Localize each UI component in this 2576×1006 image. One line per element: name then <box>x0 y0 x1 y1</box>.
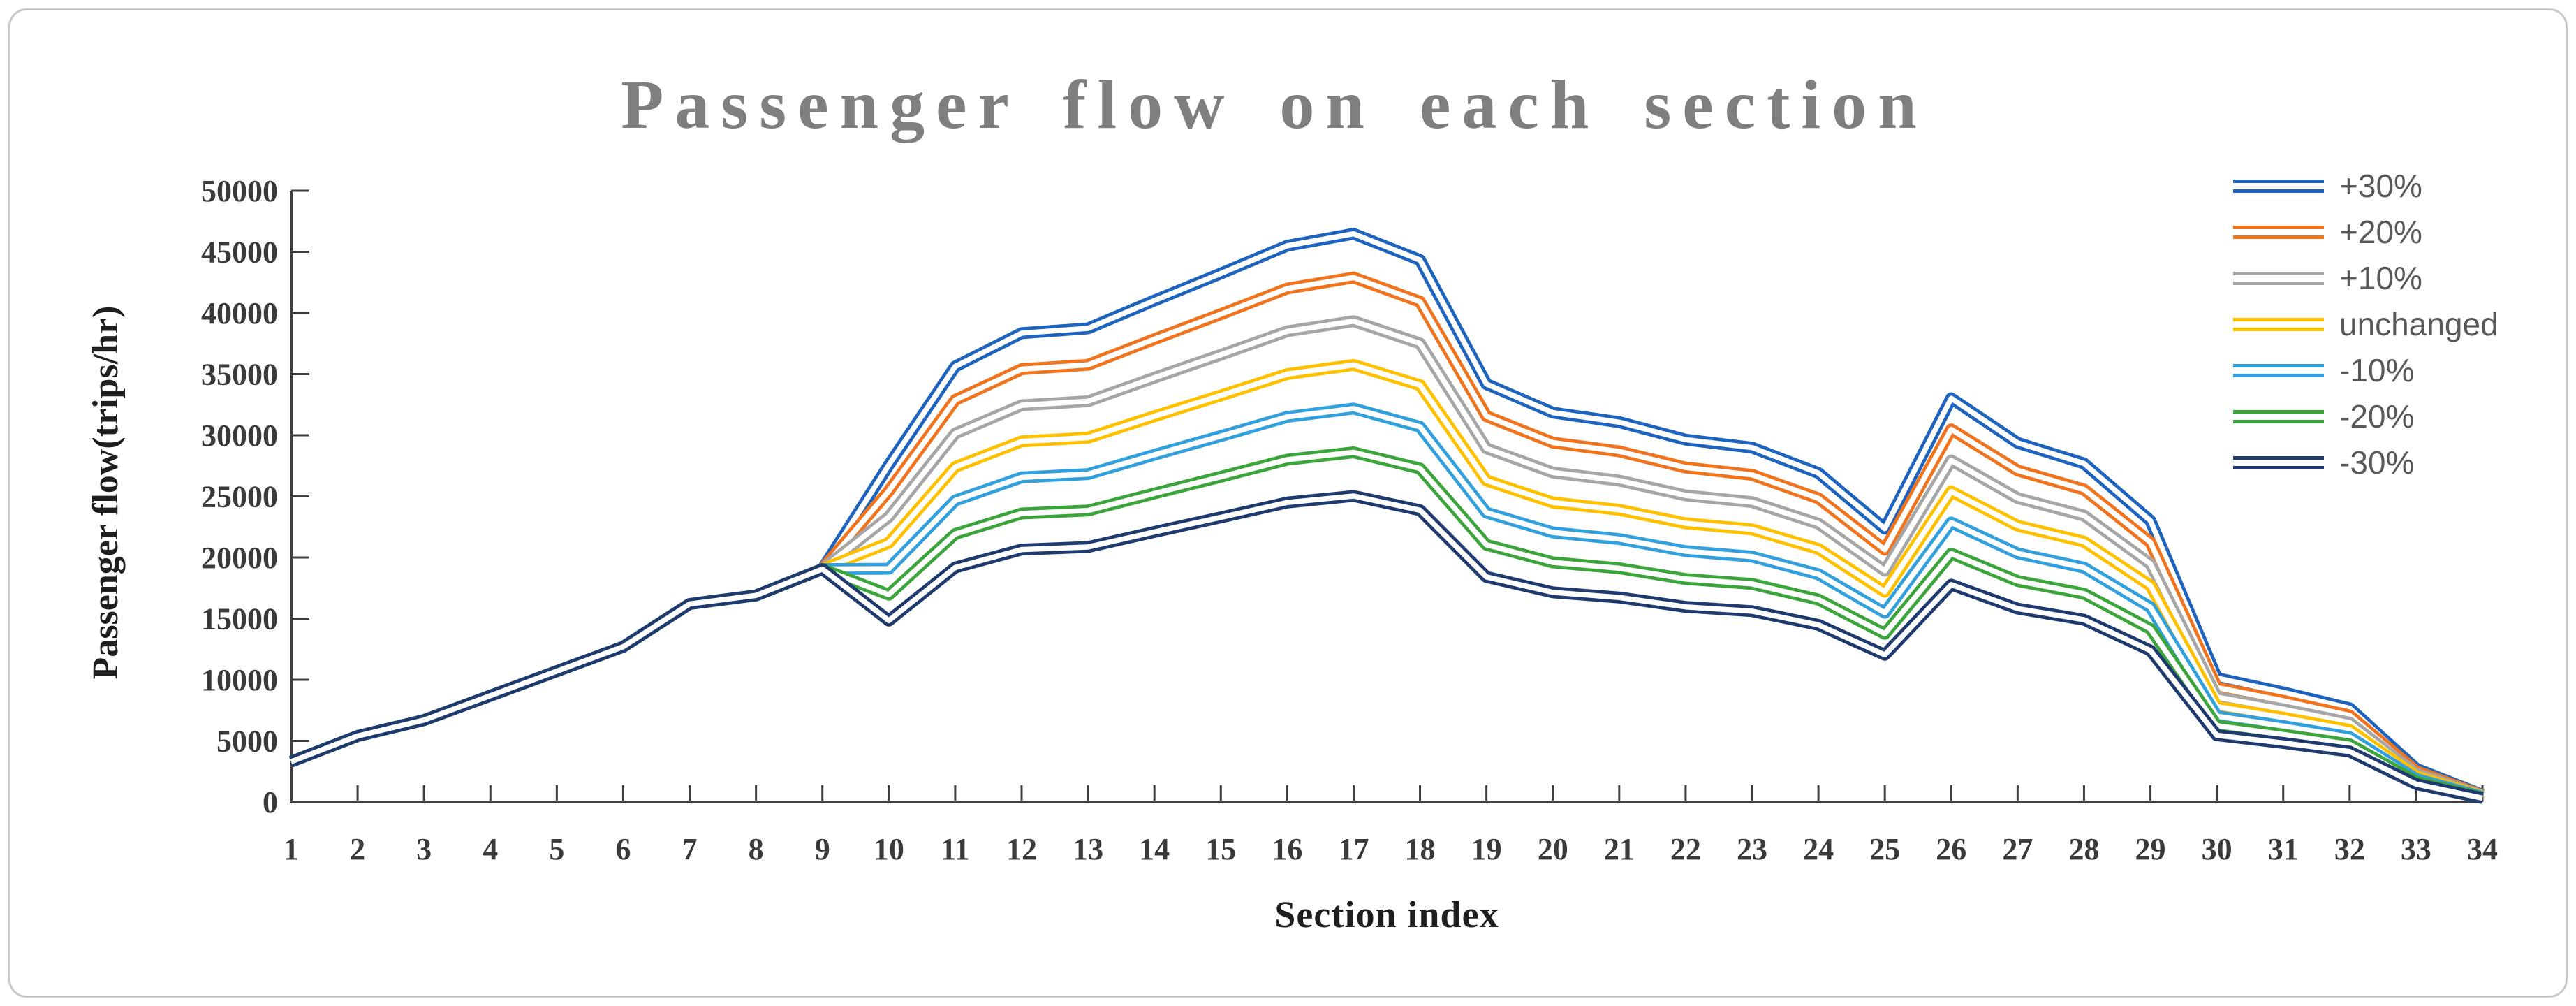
x-tick-label: 23 <box>1737 832 1767 866</box>
legend-line-icon <box>2233 271 2324 285</box>
legend-item-+10%: +10% <box>2233 255 2498 301</box>
legend-item-+30%: +30% <box>2233 163 2498 209</box>
x-tick-label: 15 <box>1205 832 1236 866</box>
x-tick-label: 32 <box>2334 832 2365 866</box>
x-tick-label: 34 <box>2467 832 2498 866</box>
x-tick-label: 3 <box>416 832 432 866</box>
x-tick-label: 7 <box>682 832 698 866</box>
y-tick-label: 35000 <box>201 358 278 392</box>
legend-label: +20% <box>2339 214 2422 250</box>
legend-label: unchanged <box>2339 306 2498 342</box>
legend-item--10%: -10% <box>2233 347 2498 393</box>
y-tick-label: 0 <box>263 785 278 819</box>
legend-line-icon <box>2233 455 2324 469</box>
x-tick-label: 25 <box>1869 832 1900 866</box>
y-tick-label: 5000 <box>216 724 278 759</box>
x-tick-label: 33 <box>2401 832 2431 866</box>
y-tick-label: 50000 <box>201 174 278 208</box>
x-tick-label: 9 <box>815 832 830 866</box>
x-tick-label: 19 <box>1471 832 1502 866</box>
x-tick-label: 6 <box>615 832 631 866</box>
legend-item--20%: -20% <box>2233 393 2498 439</box>
x-tick-label: 4 <box>483 832 498 866</box>
axis-lines <box>290 191 2482 803</box>
series-line--10% <box>288 402 2485 803</box>
x-tick-label: 26 <box>1936 832 1966 866</box>
x-tick-label: 28 <box>2068 832 2099 866</box>
x-tick-label: 12 <box>1006 832 1037 866</box>
x-tick-label: 10 <box>874 832 904 866</box>
legend-item--30%: -30% <box>2233 439 2498 486</box>
x-tick-label: 13 <box>1073 832 1103 866</box>
x-axis-title: Section index <box>1274 894 1499 935</box>
legend-line-icon <box>2233 317 2324 331</box>
series-line-+30% <box>288 228 2485 801</box>
legend-label: +10% <box>2339 260 2422 296</box>
x-tick-label: 20 <box>1538 832 1568 866</box>
legend-label: -20% <box>2339 398 2415 435</box>
legend-label: -10% <box>2339 352 2415 388</box>
y-tick-label: 15000 <box>201 602 278 636</box>
x-tick-label: 8 <box>749 832 764 866</box>
legend-line-icon <box>2233 363 2324 377</box>
x-tick-label: 5 <box>549 832 564 866</box>
series-line-core-+30% <box>290 231 2484 798</box>
y-tick-label: 20000 <box>201 541 278 575</box>
x-tick-label: 1 <box>284 832 299 866</box>
x-tick-label: 29 <box>2135 832 2166 866</box>
y-tick-label: 10000 <box>201 663 278 697</box>
series-line-unchanged <box>288 358 2485 803</box>
y-tick-label: 30000 <box>201 418 278 453</box>
series-line-core--30% <box>290 493 2483 801</box>
x-tick-label: 30 <box>2202 832 2232 866</box>
x-tick-label: 27 <box>2002 832 2033 866</box>
legend-item-unchanged: unchanged <box>2233 301 2498 347</box>
y-tick-label: 40000 <box>201 296 278 330</box>
x-tick-label: 16 <box>1272 832 1302 866</box>
x-tick-label: 2 <box>350 832 365 866</box>
legend-label: +30% <box>2339 168 2422 204</box>
legend-line-icon <box>2233 225 2324 239</box>
x-tick-label: 17 <box>1338 832 1369 866</box>
chart-title: Passenger flow on each section <box>621 66 1928 143</box>
chart-legend: +30% +20% +10% unchanged -10% -20% -30% <box>2233 163 2498 486</box>
x-tick-label: 31 <box>2268 832 2299 866</box>
x-tick-label: 14 <box>1139 832 1170 866</box>
x-tick-label: 22 <box>1670 832 1701 866</box>
x-tick-label: 18 <box>1405 832 1436 866</box>
y-tick-label: 45000 <box>201 235 278 270</box>
legend-line-icon <box>2233 409 2324 423</box>
y-tick-label: 25000 <box>201 480 278 514</box>
x-tick-label: 11 <box>941 832 970 866</box>
legend-line-icon <box>2233 179 2324 193</box>
legend-label: -30% <box>2339 444 2415 481</box>
x-tick-label: 21 <box>1604 832 1635 866</box>
legend-item-+20%: +20% <box>2233 209 2498 255</box>
x-tick-label: 24 <box>1803 832 1834 866</box>
